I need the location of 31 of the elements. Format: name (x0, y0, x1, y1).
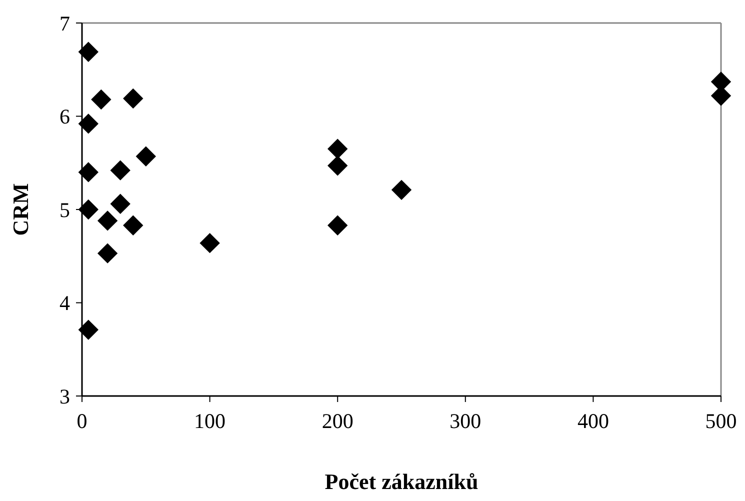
point (97, 243, 118, 264)
y-tick-label: 3 (60, 384, 70, 408)
point (123, 88, 144, 109)
x-tick-label: 200 (322, 409, 354, 433)
point (110, 194, 130, 214)
point (123, 215, 144, 236)
point (78, 42, 98, 62)
x-tick-label: 0 (76, 409, 88, 433)
x-tick-label: 500 (705, 409, 737, 433)
point (91, 89, 112, 110)
x-tick-label: 300 (450, 409, 482, 433)
point (78, 199, 98, 220)
point (78, 320, 98, 340)
point (391, 180, 412, 200)
x-axis-title: Počet zákazníků (324, 469, 478, 494)
point (328, 156, 348, 176)
y-tick-label: 6 (60, 104, 70, 129)
x-tick-label: 400 (577, 409, 609, 433)
point (110, 160, 130, 180)
point (136, 146, 156, 166)
point (78, 162, 98, 182)
point (97, 210, 118, 231)
x-tick-label: 100 (194, 409, 226, 433)
y-axis-title: CRM (8, 183, 33, 236)
point (78, 114, 98, 134)
y-tick-label: 4 (60, 291, 70, 316)
y-tick-label: 7 (60, 11, 70, 36)
y-tick-label: 5 (60, 198, 70, 222)
point (200, 232, 220, 254)
point (328, 215, 348, 236)
point (328, 138, 348, 159)
